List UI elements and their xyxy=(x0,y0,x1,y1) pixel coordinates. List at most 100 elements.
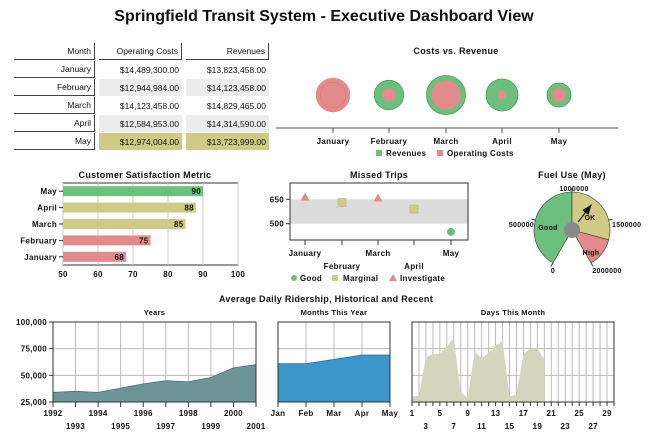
bubble-april xyxy=(485,78,519,112)
x-tick-label: 1994 xyxy=(89,409,108,418)
x-tick-label: March xyxy=(365,249,390,258)
legend-label-good: Good xyxy=(300,274,322,283)
table-row: April $12,584,953.00 $14,314,590.00 xyxy=(14,115,269,132)
bubble-february xyxy=(373,79,405,111)
y-tick-label: May xyxy=(41,187,58,196)
revenues-cell: $13,823,458.00 xyxy=(206,64,266,75)
x-tick-label: 100 xyxy=(231,270,245,279)
month-cell: February xyxy=(14,79,95,96)
x-tick-label: 60 xyxy=(93,270,103,279)
gauge-band-label-good: Good xyxy=(538,225,557,232)
chart-title: Fuel Use (May) xyxy=(538,170,606,180)
bar-march xyxy=(63,219,186,229)
table-row: February $12,944,984.00 $14,123,458.00 xyxy=(14,79,269,96)
x-tick-label: Jan xyxy=(271,409,286,418)
legend-swatch-operating-costs xyxy=(437,150,443,156)
x-tick-label: Mar xyxy=(326,409,341,418)
point-march xyxy=(373,193,383,202)
x-tick-label: 19 xyxy=(533,422,543,431)
cost-bubble xyxy=(552,88,566,102)
x-tick-label: 9 xyxy=(465,409,470,418)
x-tick-label: 1995 xyxy=(111,422,130,431)
cost-bubble xyxy=(431,80,461,110)
area-series xyxy=(412,338,545,402)
x-tick-label: January xyxy=(317,137,350,146)
chart-title: Missed Trips xyxy=(350,170,408,180)
table-header-row: Month Operating Costs Revenues xyxy=(14,43,269,60)
x-tick-label: May xyxy=(443,249,460,258)
bubble-march xyxy=(426,75,466,115)
chart-title: Days This Month xyxy=(481,308,546,317)
x-tick-label: May xyxy=(382,409,399,418)
x-tick-label: 1993 xyxy=(66,422,85,431)
x-tick-label: 25 xyxy=(574,409,584,418)
plot-border xyxy=(52,321,257,403)
gauge-tick-label: 0 xyxy=(551,268,555,275)
table-row-highlighted: May $12,974,004.00 $13,723,999.00 xyxy=(14,133,269,150)
x-tick-label: 2001 xyxy=(247,422,266,431)
legend-marker-investigate xyxy=(389,274,397,281)
bar-value-label: 88 xyxy=(185,204,195,213)
x-tick-label: Apr xyxy=(355,409,370,418)
x-tick-label: 1999 xyxy=(201,422,220,431)
x-tick-label: 80 xyxy=(163,270,173,279)
chart-title: Years xyxy=(144,308,166,317)
legend-label-operating-costs: Operating Costs xyxy=(447,149,514,158)
x-tick-label: February xyxy=(324,262,361,271)
x-tick-label: 1992 xyxy=(44,409,63,418)
x-tick-label: 70 xyxy=(128,270,138,279)
x-tick-label: 13 xyxy=(491,409,501,418)
page-title: Springfield Transit System - Executive D… xyxy=(114,8,534,25)
gauge-tick-label: 1500000 xyxy=(612,222,641,229)
revenues-cell: $14,123,458.00 xyxy=(186,79,269,96)
point-february xyxy=(337,198,347,207)
table-row: January $14,489,300.00 $13,823,458.00 xyxy=(14,61,269,78)
month-cell: April xyxy=(14,115,95,132)
month-cell: May xyxy=(14,133,95,150)
legend-label-marginal: Marginal xyxy=(343,274,378,283)
revenues-cell: $14,314,590.00 xyxy=(186,115,269,132)
x-tick-label: 15 xyxy=(505,422,515,431)
legend-swatch-revenues xyxy=(376,150,382,156)
y-tick-label: January xyxy=(24,253,57,262)
bubble-january xyxy=(315,77,351,113)
gauge-tick xyxy=(550,262,554,267)
chart-title: Months This Year xyxy=(301,308,368,317)
x-tick-label: 1996 xyxy=(134,409,153,418)
x-tick-label: May xyxy=(551,137,568,146)
bar-may xyxy=(63,186,203,197)
bar-value-label: 68 xyxy=(115,253,125,262)
bar-april xyxy=(63,202,196,213)
x-tick-label: April xyxy=(404,262,424,271)
cost-bubble xyxy=(382,88,396,102)
bar-value-label: 90 xyxy=(192,187,202,196)
bar-value-label: 75 xyxy=(139,236,149,245)
x-tick-label: 5 xyxy=(437,409,442,418)
column-header-operating-costs: Operating Costs xyxy=(99,43,182,60)
y-tick-label: February xyxy=(20,236,57,245)
x-tick-label: 17 xyxy=(519,409,529,418)
bar-value-label: 85 xyxy=(174,220,184,229)
gauge-band-ok xyxy=(571,191,611,241)
gauge-hub xyxy=(564,222,580,238)
x-tick-label: 3 xyxy=(424,422,429,431)
gauge-tick xyxy=(608,218,613,221)
gauge-band-label-high: High xyxy=(583,250,600,257)
y-tick-label: 100,000 xyxy=(16,318,47,327)
x-tick-label: 23 xyxy=(560,422,570,431)
x-tick-label: 27 xyxy=(588,422,598,431)
bar-february xyxy=(63,235,151,246)
costs-cell: $14,123,458.00 xyxy=(119,100,179,111)
bubble-may xyxy=(546,82,572,108)
x-tick-label: January xyxy=(289,249,322,258)
x-tick-label: 90 xyxy=(198,270,208,279)
gauge-tick-label: 500000 xyxy=(509,222,534,229)
legend-label-revenues: Revenues xyxy=(386,149,426,158)
gauge-tick-label: 1000000 xyxy=(559,186,588,193)
revenue-bubble xyxy=(320,82,346,108)
chart-title: Costs vs. Revenue xyxy=(413,46,498,56)
point-may xyxy=(447,227,455,236)
gauge-tick xyxy=(590,262,594,267)
y-tick-label: 25,000 xyxy=(21,398,48,407)
legend-label-investigate: Investigate xyxy=(400,274,445,283)
